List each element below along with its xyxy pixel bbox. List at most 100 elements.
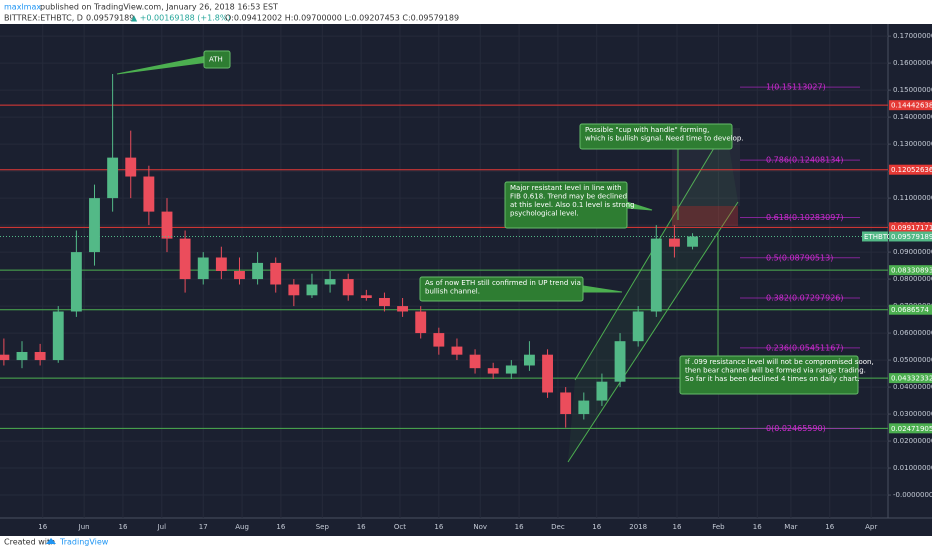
y-tick-label: 0.11000000 — [893, 194, 932, 202]
level-label: 0.14442638 — [891, 102, 932, 110]
candle-body — [650, 238, 662, 312]
candle-body — [125, 157, 137, 177]
candle-body — [234, 271, 245, 280]
x-tick-label: 16 — [825, 523, 834, 531]
level-label: 0.04332332 — [891, 375, 932, 383]
logo — [46, 538, 56, 544]
y-tick-label: 0.06000000 — [893, 329, 932, 337]
annotation-text: As of now ETH still confirmed in UP tren… — [425, 279, 581, 287]
annotation-text: If .099 resistance level will not be com… — [685, 358, 874, 366]
level-label: 0.12052636 — [891, 166, 932, 174]
annotation-text: So far it has been declined 4 times on d… — [685, 375, 860, 383]
candle-body — [179, 238, 191, 280]
x-tick-label: 16 — [515, 523, 524, 531]
candle-body — [89, 198, 100, 253]
y-tick-label: 0.03000000 — [893, 410, 932, 418]
candle-body — [560, 392, 572, 415]
fib-label: 1(0.15113027) — [766, 83, 826, 92]
annotation-text: at this level. Also 0.1 level is strong — [510, 201, 635, 209]
y-tick-label: 0.17000000 — [893, 32, 932, 40]
candle-body — [0, 354, 10, 361]
level-tag — [889, 164, 932, 175]
candle-body — [70, 252, 82, 312]
annotation-box — [579, 123, 733, 150]
level-tag — [889, 423, 932, 434]
y-tick-label: 0.16000000 — [893, 59, 932, 67]
candle-body — [161, 211, 173, 239]
annotation-box — [679, 355, 859, 395]
x-tick-label: Sep — [316, 523, 330, 531]
x-tick-label: Aug — [235, 523, 249, 531]
candle-body — [34, 351, 46, 361]
candle-body — [324, 279, 336, 285]
level-label: 0.09917171 — [891, 224, 932, 232]
candle-body — [614, 341, 626, 382]
annotation-text: FIB 0.618. Trend may be declined — [510, 193, 627, 201]
x-tick-label: Mar — [784, 523, 797, 531]
candle-body — [542, 354, 553, 393]
level-label: 0.02471905 — [891, 425, 932, 433]
price-tag — [889, 231, 932, 242]
candle-body — [469, 354, 481, 369]
ticker-label: ETHBTC — [864, 233, 892, 241]
candle-body — [252, 262, 264, 280]
x-tick-label: Feb — [712, 523, 725, 531]
candle-body — [451, 346, 463, 355]
level-label: 0.08330893 — [891, 267, 932, 275]
candle-body — [360, 295, 372, 298]
y-tick-label: 0.08000000 — [893, 275, 932, 283]
x-tick-label: Jun — [78, 523, 90, 531]
x-tick-label: Apr — [865, 523, 877, 531]
y-tick-label: 0.01000000 — [893, 464, 932, 472]
annotation-text: then bear channel will be formed via ran… — [685, 367, 866, 375]
y-tick-label: 0.09000000 — [893, 248, 932, 256]
footer-created: Created with — [4, 538, 55, 547]
x-tick-label: Jul — [157, 523, 167, 531]
x-tick-label: 16 — [434, 523, 443, 531]
candle-body — [632, 311, 644, 342]
level-tag — [889, 265, 932, 276]
annotation-box — [504, 181, 628, 229]
level-tag — [889, 100, 932, 111]
candle-body — [52, 311, 64, 361]
symbol: BITTREX:ETHBTC, D — [4, 14, 83, 23]
level-tag — [889, 304, 932, 315]
y-tick-label: 0.13000000 — [893, 140, 932, 148]
x-tick-label: 16 — [38, 523, 47, 531]
annotation-box — [419, 276, 584, 302]
annotation-text: bullish channel. — [425, 288, 480, 296]
x-tick-label: 16 — [753, 523, 762, 531]
candle-body — [288, 284, 300, 296]
candle-body — [487, 368, 499, 374]
y-tick-label: 0.14000000 — [893, 113, 932, 121]
annotation-text: psychological level. — [510, 210, 579, 218]
x-tick-label: Dec — [551, 523, 565, 531]
x-tick-label: Nov — [473, 523, 487, 531]
y-tick-label: 0.15000000 — [893, 86, 932, 94]
candle-body — [596, 381, 608, 401]
header-ohlc: O:0.09412002 H:0.09700000 L:0.09207453 C… — [225, 14, 459, 23]
fib-label: 0(0.02465590) — [766, 424, 826, 433]
fib-label: 0.382(0.07297926) — [766, 294, 844, 303]
fib-label: 0.236(0.05451167) — [766, 343, 844, 352]
x-tick-label: Oct — [394, 523, 406, 531]
candle-body — [397, 306, 409, 312]
header-change: ▲ +0.00169188 (+1.8%) — [131, 14, 231, 23]
x-tick-label: 16 — [592, 523, 601, 531]
x-tick-label: 2018 — [629, 523, 647, 531]
footer-brand[interactable]: TradingView — [59, 538, 109, 547]
annotation-text: Possible "cup with handle" forming, — [585, 126, 709, 134]
author[interactable]: maxlmax — [4, 3, 41, 12]
level-label: 0.0686574 — [891, 306, 929, 314]
candle-body — [306, 284, 318, 296]
candle-body — [270, 262, 282, 285]
x-tick-label: 17 — [199, 523, 208, 531]
annotation-text: which is bullish signal. Need time to de… — [585, 135, 744, 143]
candle-body — [687, 236, 698, 247]
candle-body — [415, 311, 427, 334]
x-tick-label: 16 — [673, 523, 682, 531]
y-tick-label: 0.05000000 — [893, 356, 932, 364]
fib-label: 0.786(0.12408134) — [766, 156, 844, 165]
